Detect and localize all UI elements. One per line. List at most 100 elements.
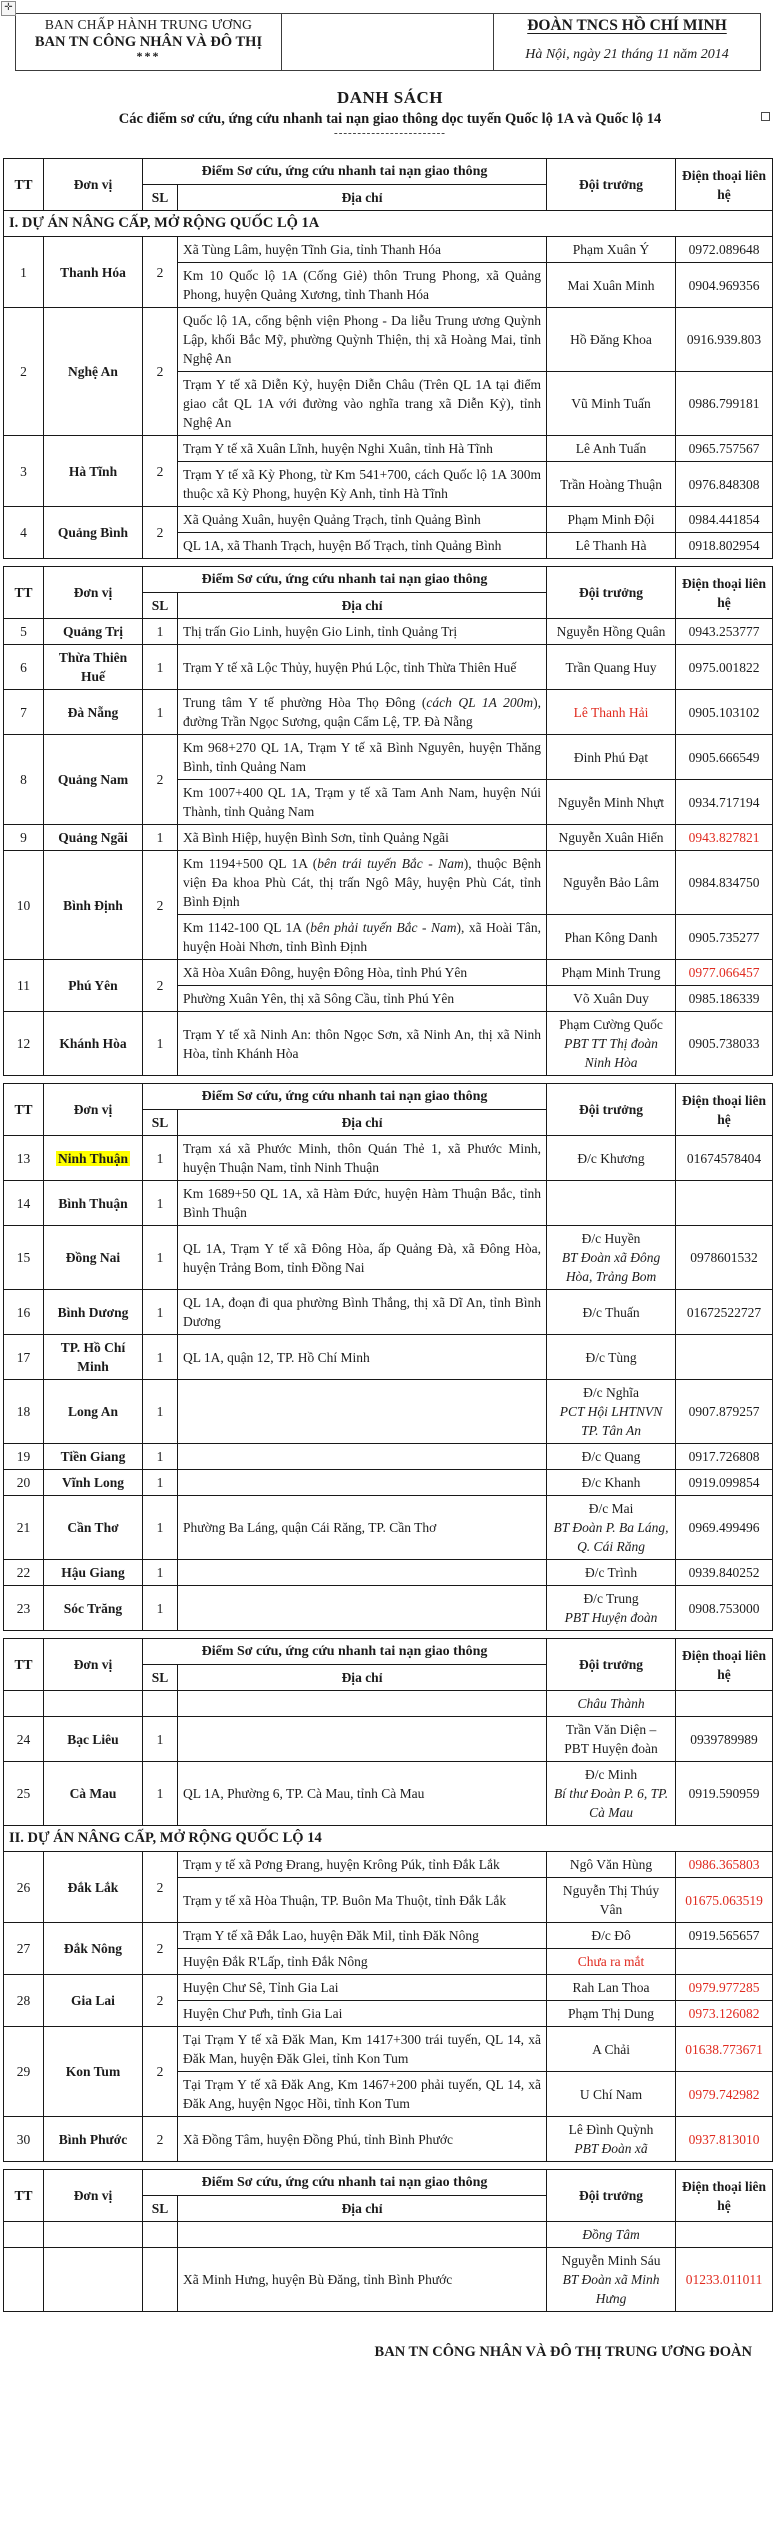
cell-phone: 0984.441854 [675, 506, 774, 533]
cell-leader: A Chải [546, 2026, 677, 2072]
table-row: 26 Đắk Lắk 2 Trạm y tế xã Pơng Đrang, huyện… [3, 1851, 774, 1923]
table-row: 4 Quảng Bình 2 Xã Quảng Xuân, huyện Quảng T… [3, 506, 774, 559]
cell-phone: 0939.840252 [675, 1559, 774, 1586]
table-row: 16 Bình Dương 1 QL 1A, đoạn đi qua phường B… [3, 1289, 774, 1335]
cell-phone: 0979.977285 [675, 1974, 774, 2001]
cell-unit: Đắk Lắk [43, 1851, 143, 1923]
page-subtitle: Các điểm sơ cứu, ứng cứu nhanh tai nạn g… [118, 111, 662, 127]
cell-unit [43, 1690, 143, 1717]
table-row: 25 Cà Mau 1 QL 1A, Phường 6, TP. Cà Mau, tỉ… [3, 1761, 774, 1826]
col-header-unit: Đơn vị [43, 1083, 143, 1136]
cell-phone: 0978601532 [675, 1225, 774, 1290]
cell-address: Trung tâm Y tế phường Hòa Thọ Đông (cách… [176, 689, 548, 735]
cell-sl: 1 [142, 1559, 178, 1586]
cell-leader: Đ/c Khương [546, 1135, 677, 1181]
cell-leader: Nguyễn Thị Thúy Vân [546, 1877, 677, 1923]
cell-phone: 0969.499496 [675, 1495, 774, 1560]
cell-sl: 2 [142, 307, 178, 436]
cell-unit: Cần Thơ [43, 1495, 143, 1560]
col-header-leader: Đội trưởng [546, 566, 677, 619]
table-row: 21 Cần Thơ 1 Phường Ba Láng, quận Cái Răng,… [3, 1495, 774, 1560]
col-header-unit: Đơn vị [43, 566, 143, 619]
divider-dots: ------------------------ [334, 127, 446, 139]
cell-address [176, 1585, 548, 1631]
col-header-aid-points: Điểm Sơ cứu, ứng cứu nhanh tai nạn giao … [141, 158, 548, 185]
move-handle-icon[interactable]: ✛ [1, 1, 16, 16]
col-header-unit: Đơn vị [43, 2169, 143, 2222]
cell-phone: 0986.799181 [675, 371, 774, 436]
cell-leader: Đ/c Nghĩa PCT Hội LHTNVN TP. Tân An [546, 1379, 677, 1444]
table-row: 14 Bình Thuận 1 Km 1689+50 QL 1A, xã Hàm Đứ… [3, 1180, 774, 1226]
table-row: 15 Đồng Nai 1 QL 1A, Trạm Y tế xã Đông Hòa,… [3, 1225, 774, 1290]
cell-address: Xã Đồng Tâm, huyện Đồng Phú, tỉnh Bình P… [176, 2116, 548, 2162]
cell-tt: 17 [3, 1334, 44, 1380]
cell-unit: Hà Tĩnh [43, 435, 143, 507]
letterhead-org-date: ĐOÀN TNCS HỒ CHÍ MINH Hà Nội, ngày 21 th… [494, 14, 760, 70]
cell-tt: 25 [3, 1761, 44, 1826]
cell-unit: Bạc Liêu [43, 1716, 143, 1762]
section-row: II. DỰ ÁN NÂNG CẤP, MỞ RỘNG QUỐC LỘ 14 [2, 1825, 774, 1852]
cell-address: Trạm xá xã Phước Minh, thôn Quán Thẻ 1, … [176, 1135, 548, 1181]
cell-sl: 2 [142, 2026, 178, 2117]
cell-leader: Ngô Văn Hùng [546, 1851, 677, 1878]
cell-unit [43, 2247, 143, 2312]
table-header-row: TT Đơn vị Điểm Sơ cứu, ứng cứu nhanh tai n… [3, 2169, 774, 2222]
cell-tt: 7 [3, 689, 44, 735]
cell-leader: Lê Đình Quỳnh PBT Đoàn xã [546, 2116, 677, 2162]
table-row: QL 1A, xã Thanh Trạch, huyện Bố Trạch, t… [4, 532, 774, 559]
cell-phone: 0965.757567 [675, 435, 774, 462]
cell-tt: 28 [3, 1974, 44, 2027]
cell-tt: 27 [3, 1922, 44, 1975]
col-header-tt: TT [3, 566, 44, 619]
cell-address [176, 1690, 548, 1717]
cell-tt: 21 [3, 1495, 44, 1560]
table-row: 29 Kon Tum 2 Tại Trạm Y tế xã Đăk Man, Km 1… [3, 2026, 774, 2117]
cell-sl: 2 [142, 959, 178, 1012]
cell-tt: 12 [3, 1011, 44, 1076]
col-header-tt: TT [3, 1638, 44, 1691]
cell-address: Km 1007+400 QL 1A, Trạm y tế xã Tam Anh … [176, 779, 548, 825]
table-row: 5 Quảng Trị 1 Thị trấn Gio Linh, huyện Gio … [3, 618, 774, 645]
cell-phone: 0934.717194 [675, 779, 774, 825]
cell-phone: 01638.773671 [675, 2026, 774, 2072]
cell-address: Huyện Chư Sê, Tỉnh Gia Lai [176, 1974, 548, 2001]
section-row: I. DỰ ÁN NÂNG CẤP, MỞ RỘNG QUỐC LỘ 1A [2, 210, 774, 237]
cell-address: QL 1A, Trạm Y tế xã Đông Hòa, ấp Quảng Đ… [176, 1225, 548, 1290]
cell-phone: 0943.253777 [675, 618, 774, 645]
table-row: 27 Đắk Nông 2 Trạm Y tế xã Đắk Lao, huyện Đ… [3, 1922, 774, 1975]
cell-tt: 14 [3, 1180, 44, 1226]
table-row: 11 Phú Yên 2 Xã Hòa Xuân Đông, huyện Đông H… [3, 959, 774, 1012]
cell-sl: 2 [142, 506, 178, 559]
issue-date: Hà Nội, ngày 21 tháng 11 năm 2014 [525, 47, 729, 62]
cell-tt: 24 [3, 1716, 44, 1762]
cell-address: Km 1194+500 QL 1A (bên trái tuyến Bắc - … [176, 850, 548, 915]
table-row: Tại Trạm Y tế xã Đăk Ang, Km 1467+200 ph… [4, 2071, 774, 2117]
col-header-sl: SL [142, 1664, 178, 1691]
table-row: 1 Thanh Hóa 2 Xã Tùng Lâm, huyện Tĩnh Gia, … [3, 236, 774, 308]
cell-tt: 23 [3, 1585, 44, 1631]
cell-phone: 0943.827821 [675, 824, 774, 851]
cell-sl: 1 [142, 1289, 178, 1335]
cell-unit: Long An [43, 1379, 143, 1444]
cell-address: Trạm y tế xã Pơng Đrang, huyện Krông Púk… [176, 1851, 548, 1878]
cell-leader: Phạm Minh Đội [546, 506, 677, 533]
resize-anchor-icon [761, 112, 770, 121]
cell-unit: Khánh Hòa [43, 1011, 143, 1076]
cell-leader: Chưa ra mắt [546, 1948, 677, 1975]
issuer-parent-org: BAN CHẤP HÀNH TRUNG ƯƠNG [44, 17, 253, 32]
letterhead: BAN CHẤP HÀNH TRUNG ƯƠNG BAN TN CÔNG NHÂ… [15, 13, 761, 71]
cell-phone: 0973.126082 [675, 2000, 774, 2027]
cell-sl: 1 [142, 824, 178, 851]
cell-unit: Sóc Trăng [43, 1585, 143, 1631]
cell-leader: Mai Xuân Minh [546, 262, 677, 308]
table-row: Huyện Đắk R'Lấp, tỉnh Đắk Nông Chưa ra mắ… [4, 1948, 774, 1975]
cell-phone [675, 1690, 774, 1717]
cell-phone: 0907.879257 [675, 1379, 774, 1444]
cell-leader: Nguyễn Bảo Lâm [546, 850, 677, 915]
cell-phone: 0986.365803 [675, 1851, 774, 1878]
cell-leader: Đ/c Đô [546, 1922, 677, 1949]
cell-leader: Đ/c Tùng [546, 1334, 677, 1380]
cell-address: Trạm Y tế xã Xuân Lĩnh, huyện Nghi Xuân,… [176, 435, 548, 462]
cell-sl: 2 [142, 1974, 178, 2027]
